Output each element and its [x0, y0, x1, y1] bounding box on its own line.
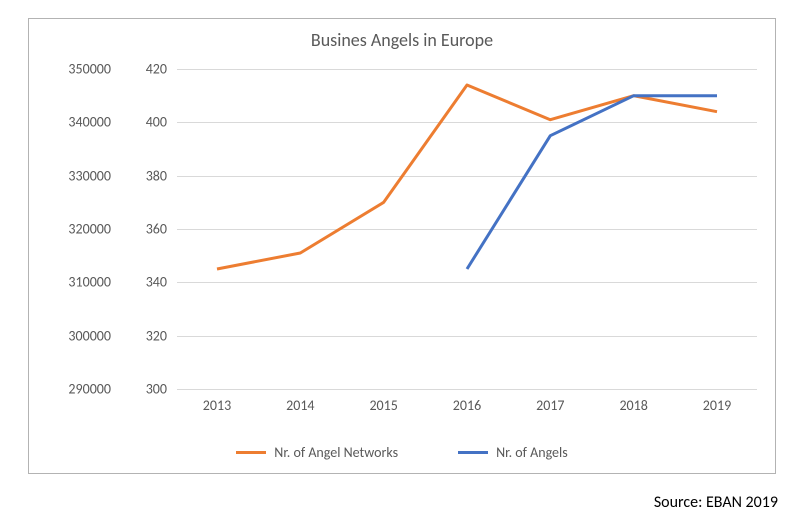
source-text: Source: EBAN 2019	[654, 493, 778, 512]
x-tick-label: 2014	[286, 397, 314, 414]
chart-title: Busines Angels in Europe	[29, 29, 775, 51]
plot-area	[177, 69, 757, 389]
y-right-tick-label: 400	[127, 114, 167, 131]
series-line	[217, 85, 717, 269]
y-right-tick-label: 300	[127, 381, 167, 398]
x-tick-label: 2017	[536, 397, 564, 414]
y-right-tick-label: 420	[127, 61, 167, 78]
y-right-tick-label: 320	[127, 327, 167, 344]
y-left-tick-label: 300000	[43, 327, 111, 344]
x-tick-label: 2015	[369, 397, 397, 414]
y-left-tick-label: 320000	[43, 221, 111, 238]
y-right-tick-label: 380	[127, 167, 167, 184]
chart-frame: Busines Angels in Europe 290000 300000 310…	[28, 18, 776, 474]
page: Busines Angels in Europe 290000 300000 310…	[0, 0, 808, 532]
legend-item: Nr. of Angels	[458, 444, 568, 461]
y-right-tick-label: 360	[127, 221, 167, 238]
y-left-tick-label: 330000	[43, 167, 111, 184]
legend-swatch	[458, 451, 488, 454]
y-right-tick-label: 340	[127, 274, 167, 291]
x-tick-label: 2019	[703, 397, 731, 414]
y-left-tick-label: 340000	[43, 114, 111, 131]
x-tick-label: 2018	[619, 397, 647, 414]
x-tick-label: 2016	[453, 397, 481, 414]
y-left-tick-label: 350000	[43, 61, 111, 78]
x-tick-label: 2013	[203, 397, 231, 414]
y-left-tick-label: 290000	[43, 381, 111, 398]
legend: Nr. of Angel Networks Nr. of Angels	[29, 444, 775, 461]
y-left-tick-label: 310000	[43, 274, 111, 291]
legend-label: Nr. of Angel Networks	[274, 444, 398, 461]
legend-swatch	[236, 451, 266, 454]
plot-svg	[177, 69, 757, 389]
legend-label: Nr. of Angels	[496, 444, 568, 461]
legend-item: Nr. of Angel Networks	[236, 444, 398, 461]
gridline	[177, 389, 757, 390]
series-line	[467, 96, 717, 269]
